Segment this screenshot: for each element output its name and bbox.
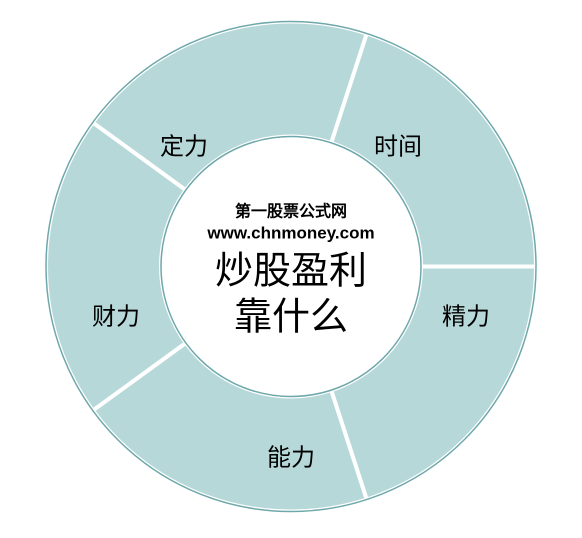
segment-label: 能力 (267, 438, 315, 473)
segment-label: 精力 (442, 297, 490, 332)
segment-label: 时间 (374, 127, 422, 162)
segment-label: 财力 (92, 297, 140, 332)
center-text-block: 第一股票公式网 www.chnmoney.com 炒股盈利 靠什么 (207, 197, 374, 340)
center-url: www.chnmoney.com (207, 223, 374, 243)
center-main-line-2: 靠什么 (207, 295, 374, 341)
center-main-line-1: 炒股盈利 (207, 249, 374, 295)
center-subtitle: 第一股票公式网 (207, 197, 374, 221)
segment-label: 定力 (160, 127, 208, 162)
